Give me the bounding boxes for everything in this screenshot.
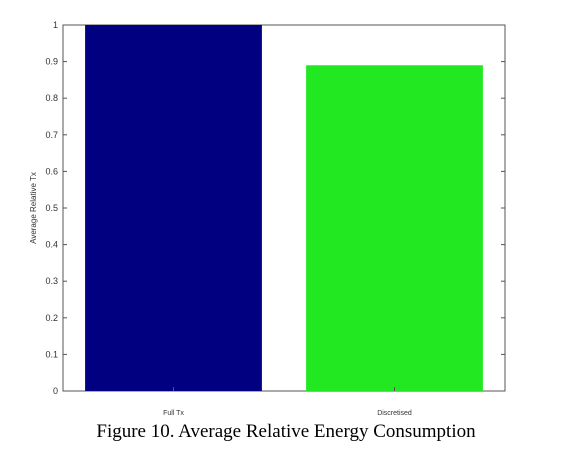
y-tick-label: 0.7 xyxy=(45,130,58,140)
bar-discretised xyxy=(306,65,483,391)
y-tick-label: 0.3 xyxy=(45,276,58,286)
y-tick-label: 0.8 xyxy=(45,93,58,103)
x-axis: Full Tx Discretised xyxy=(163,387,412,417)
y-tick-label: 0.1 xyxy=(45,349,58,359)
y-tick-label: 1 xyxy=(53,20,58,30)
y-axis-label: Average Relative Tx xyxy=(29,172,38,244)
bars xyxy=(85,25,483,391)
y-tick-label: 0.9 xyxy=(45,57,58,67)
y-axis: 0 0.1 0.2 0.3 0.4 0.5 0.6 0.7 0.8 0.9 1 xyxy=(45,20,505,396)
y-tick-label: 0.2 xyxy=(45,313,58,323)
y-tick-label: 0.6 xyxy=(45,166,58,176)
x-category-label: Discretised xyxy=(377,410,412,417)
y-tick-label: 0.4 xyxy=(45,240,58,250)
figure-caption: Figure 10. Average Relative Energy Consu… xyxy=(96,421,476,442)
bar-full-tx xyxy=(85,25,262,391)
y-tick-label: 0 xyxy=(53,386,58,396)
bar-chart: 0 0.1 0.2 0.3 0.4 0.5 0.6 0.7 0.8 0.9 1 Full Tx Dis… xyxy=(29,20,506,417)
y-tick-label: 0.5 xyxy=(45,203,58,213)
x-category-label: Full Tx xyxy=(163,410,184,417)
